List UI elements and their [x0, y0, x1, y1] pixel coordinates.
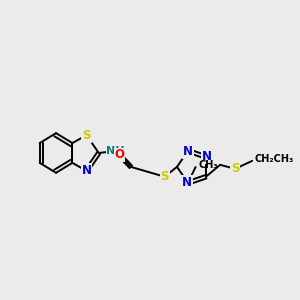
Text: N: N — [183, 145, 193, 158]
Text: S: S — [231, 162, 239, 175]
Text: NH: NH — [106, 146, 125, 156]
Text: O: O — [115, 148, 124, 161]
Text: CH₃: CH₃ — [198, 160, 218, 170]
Text: S: S — [160, 170, 169, 183]
Text: N: N — [202, 150, 212, 164]
Text: N: N — [82, 164, 92, 177]
Text: S: S — [82, 129, 91, 142]
Text: N: N — [182, 176, 192, 189]
Text: CH₂CH₃: CH₂CH₃ — [254, 154, 293, 164]
